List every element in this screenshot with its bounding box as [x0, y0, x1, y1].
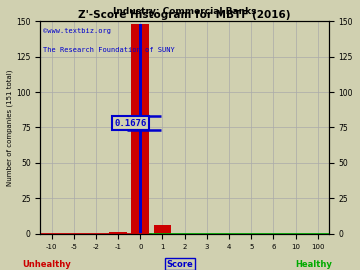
Bar [109, 232, 127, 234]
Bar [139, 24, 141, 234]
Bar [154, 225, 171, 234]
Text: The Research Foundation of SUNY: The Research Foundation of SUNY [43, 47, 175, 53]
Text: Industry: Commercial Banks: Industry: Commercial Banks [113, 7, 256, 16]
Text: 0.1676: 0.1676 [114, 119, 147, 128]
Title: Z'-Score Histogram for MBTF (2016): Z'-Score Histogram for MBTF (2016) [78, 10, 291, 20]
Text: Score: Score [167, 260, 193, 269]
Text: Healthy: Healthy [295, 260, 332, 269]
Text: Unhealthy: Unhealthy [22, 260, 71, 269]
Text: ©www.textbiz.org: ©www.textbiz.org [43, 28, 111, 33]
Y-axis label: Number of companies (151 total): Number of companies (151 total) [7, 69, 13, 186]
Bar [131, 24, 149, 234]
